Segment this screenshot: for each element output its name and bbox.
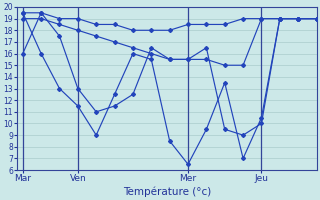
X-axis label: Température (°c): Température (°c): [123, 186, 211, 197]
